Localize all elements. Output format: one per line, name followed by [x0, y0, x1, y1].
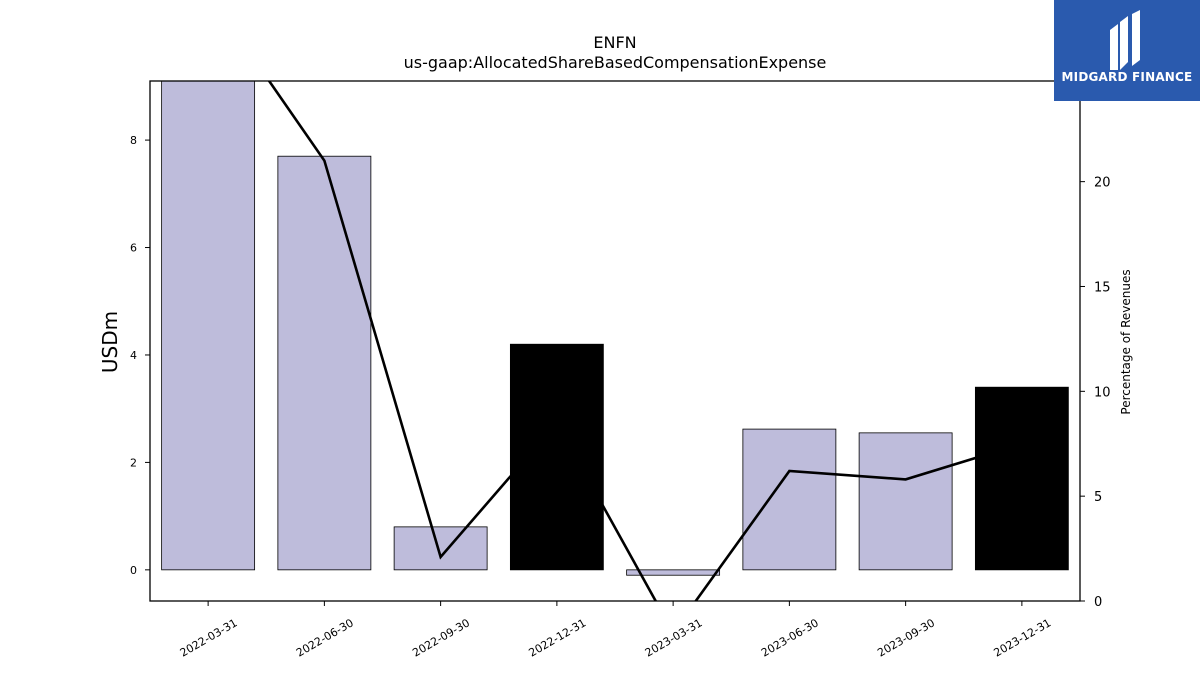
- bar-2023-12-31: [974, 386, 1069, 571]
- x-tick-label: 2023-03-31: [643, 616, 705, 659]
- y2-tick-label: 15: [1094, 280, 1111, 295]
- chart-title: ENFN: [593, 33, 636, 52]
- x-tick-label: 2023-09-30: [875, 616, 937, 659]
- chart-subtitle: us-gaap:AllocatedShareBasedCompensationE…: [404, 53, 827, 72]
- y2-tick-label: 0: [1094, 595, 1102, 610]
- x-tick-label: 2022-03-31: [178, 616, 240, 659]
- y-tick-label: 0: [130, 564, 137, 577]
- x-tick-label: 2022-09-30: [410, 616, 472, 659]
- y-tick-label: 8: [130, 134, 137, 147]
- bar-2022-03-31: [161, 81, 256, 571]
- brand-logo: MIDGARD FINANCE: [1054, 0, 1200, 101]
- bar-2023-06-30: [742, 428, 837, 571]
- y-tick-label: 2: [130, 456, 137, 469]
- y2-tick-label: 10: [1094, 385, 1111, 400]
- bar-2023-03-31: [626, 569, 721, 576]
- y-tick-label: 6: [130, 242, 137, 255]
- x-tick-label: 2022-06-30: [294, 616, 356, 659]
- x-tick-label: 2023-06-30: [759, 616, 821, 659]
- y2-tick-label: 20: [1094, 176, 1111, 191]
- brand-name: MIDGARD FINANCE: [1061, 70, 1193, 84]
- x-tick-label: 2023-12-31: [992, 616, 1054, 659]
- bar-2022-06-30: [277, 155, 372, 571]
- bar-2022-09-30: [393, 526, 488, 571]
- y2-axis-label: Percentage of Revenues: [1119, 269, 1133, 414]
- bar-2022-12-31: [509, 343, 604, 571]
- x-tick-label: 2022-12-31: [527, 616, 589, 659]
- percentage-line: [267, 81, 1023, 601]
- brand-mark-icon: [1110, 10, 1140, 70]
- y-tick-label: 4: [130, 349, 137, 362]
- y-axis-label: USDm: [98, 311, 122, 373]
- plot-frame: [149, 80, 1081, 602]
- bar-2023-09-30: [858, 432, 953, 571]
- y2-tick-label: 5: [1094, 490, 1102, 505]
